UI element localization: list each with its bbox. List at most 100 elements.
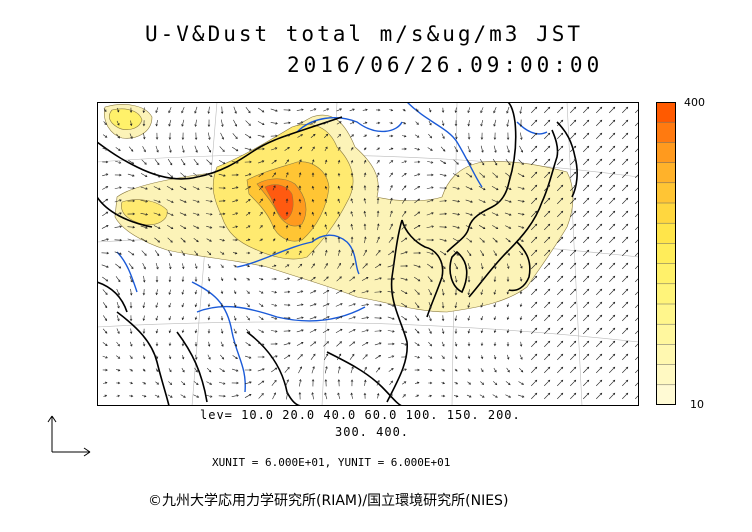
wind-vector — [387, 303, 395, 307]
wind-vector — [207, 251, 211, 255]
wind-vector — [153, 212, 161, 216]
wind-vector — [608, 314, 616, 322]
wind-vector-head — [144, 174, 148, 178]
wind-vector-head — [119, 199, 122, 202]
wind-vector — [143, 302, 145, 308]
wind-vector — [401, 173, 407, 177]
wind-vector — [595, 158, 603, 166]
wind-vector-head — [534, 197, 538, 201]
wind-vector-head — [195, 253, 198, 256]
wind-vector-head — [353, 290, 356, 293]
wind-vector — [338, 250, 340, 256]
wind-vector — [415, 121, 419, 125]
wind-vector — [143, 107, 145, 113]
wind-vector — [507, 263, 509, 269]
wind-vector-head — [612, 366, 616, 370]
wind-vector — [153, 199, 161, 203]
wind-vector — [530, 379, 538, 387]
wind-vector — [324, 263, 328, 269]
wind-vector-head — [534, 145, 538, 149]
wind-vector-head — [117, 305, 120, 309]
wind-vector — [337, 147, 341, 151]
wind-vector-head — [220, 278, 224, 282]
wind-vector-head — [534, 340, 538, 344]
wind-vector — [452, 238, 460, 242]
wind-vector — [494, 354, 496, 360]
wind-vector — [543, 275, 551, 283]
wind-vector-head — [377, 379, 380, 383]
wind-vector — [582, 236, 590, 244]
wind-vector — [569, 301, 577, 309]
wind-vector-head — [509, 187, 512, 190]
wind-vector — [142, 381, 146, 385]
wind-vector-head — [247, 264, 250, 268]
wind-vector-head — [248, 123, 251, 126]
wind-vector — [506, 106, 510, 114]
wind-vector-head — [275, 109, 278, 112]
wind-vector — [414, 382, 420, 384]
wind-vector-head — [378, 249, 381, 253]
wind-vector-head — [612, 314, 616, 318]
wind-vector-head — [493, 356, 497, 360]
wind-vector — [595, 275, 603, 283]
wind-vector — [155, 302, 159, 308]
wind-vector-head — [247, 251, 251, 255]
wind-vector — [102, 342, 108, 346]
wind-vector — [595, 301, 603, 309]
wind-vector — [206, 238, 212, 242]
wind-vector-head — [599, 262, 603, 266]
colorbar-swatch — [656, 162, 676, 184]
wind-vector-head — [625, 366, 629, 370]
wind-vector-head — [234, 265, 237, 268]
wind-vector-head — [106, 225, 109, 228]
wind-vector — [219, 146, 225, 152]
wind-vector-head — [416, 305, 420, 309]
map-datetime: 2016/06/26.09:00:00 — [287, 53, 604, 77]
wind-vector-head — [379, 303, 383, 307]
wind-vector-head — [520, 266, 523, 269]
wind-vector-head — [403, 197, 407, 201]
wind-vector — [389, 172, 393, 178]
wind-vector — [388, 237, 394, 243]
wind-vector-head — [547, 158, 551, 162]
wind-vector — [582, 106, 590, 114]
wind-vector-head — [363, 185, 367, 188]
wind-vector — [414, 355, 420, 359]
wind-vector — [530, 288, 538, 296]
wind-vector — [297, 146, 303, 152]
wind-vector — [621, 132, 629, 140]
wind-vector — [361, 290, 369, 294]
wind-vector — [621, 275, 629, 283]
wind-vector-head — [467, 110, 470, 114]
wind-vector-head — [340, 328, 343, 332]
wind-vector-head — [495, 395, 498, 398]
wind-vector — [530, 275, 538, 283]
wind-vector-head — [599, 314, 603, 318]
wind-vector — [194, 367, 198, 373]
wind-vector-head — [132, 199, 136, 203]
wind-vector-head — [379, 316, 383, 320]
wind-vector — [441, 275, 445, 283]
wind-vector-head — [390, 108, 394, 112]
wind-vector — [478, 186, 486, 190]
wind-vector-head — [429, 394, 433, 398]
wind-vector — [415, 108, 419, 112]
wind-vector — [621, 353, 629, 361]
wind-vector-head — [130, 369, 133, 372]
wind-vector-head — [612, 327, 616, 331]
wind-vector — [479, 394, 485, 398]
wind-vector-head — [391, 236, 394, 240]
wind-vector-head — [457, 187, 460, 190]
wind-vector — [363, 249, 367, 257]
wind-vector — [530, 314, 538, 322]
wind-vector — [325, 250, 327, 256]
wind-vector-head — [534, 366, 538, 370]
colorbar-swatch — [656, 203, 676, 224]
wind-vector — [569, 288, 577, 296]
wind-vector — [221, 328, 223, 334]
wind-vector-head — [417, 343, 420, 346]
wind-vector-head — [311, 172, 315, 175]
wind-vector — [442, 120, 444, 126]
wind-vector-head — [417, 198, 421, 202]
wind-vector — [454, 355, 458, 359]
